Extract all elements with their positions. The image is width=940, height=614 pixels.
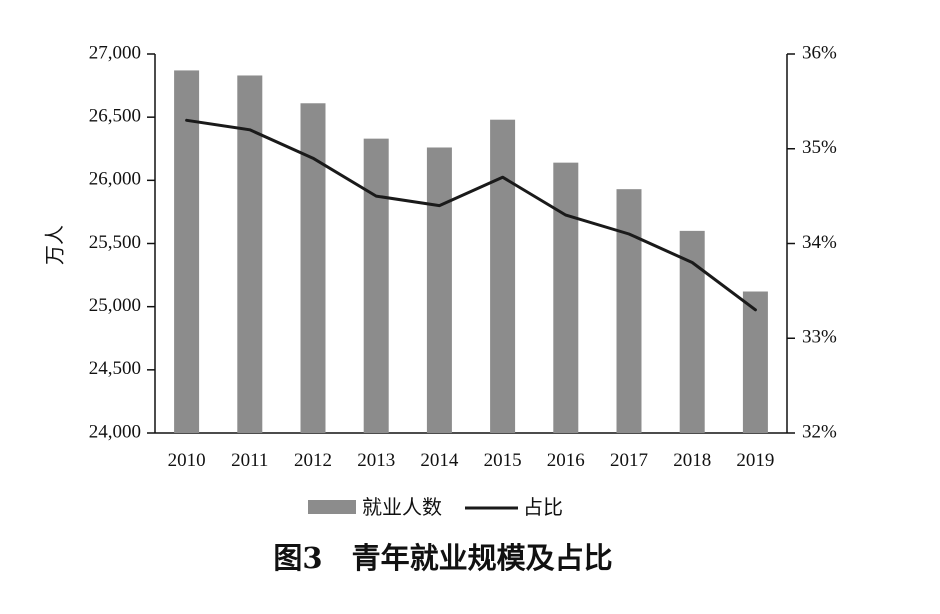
- y2-tick-label: 34%: [802, 232, 837, 253]
- y-tick-label: 24,000: [89, 421, 141, 442]
- bar: [616, 189, 642, 433]
- legend: 就业人数 占比: [308, 495, 563, 519]
- bar: [490, 119, 516, 434]
- bar: [553, 162, 579, 433]
- y-tick-label: 25,500: [89, 232, 141, 253]
- x-tick-label: 2019: [736, 450, 774, 471]
- y2-tick-label: 35%: [802, 137, 837, 158]
- bar: [174, 70, 200, 433]
- bar: [679, 230, 705, 433]
- y-tick-label: 24,500: [89, 358, 141, 379]
- legend-line-label: 占比: [523, 495, 563, 519]
- x-tick-label: 2012: [294, 450, 332, 471]
- x-tick-label: 2014: [420, 450, 459, 471]
- line-series: [185, 118, 757, 312]
- x-tick-label: 2010: [168, 450, 206, 471]
- bar: [426, 147, 452, 433]
- x-tick-label: 2011: [231, 450, 268, 471]
- x-tick-label: 2017: [610, 450, 648, 471]
- y-tick-label: 25,000: [89, 295, 141, 316]
- x-tick-label: 2013: [357, 450, 395, 471]
- x-tick-label: 2016: [547, 450, 585, 471]
- y2-tick-label: 32%: [802, 421, 837, 442]
- x-tick-label: 2018: [673, 450, 711, 471]
- y-tick-label: 26,500: [89, 106, 141, 127]
- y-axis-label: 万人: [43, 225, 67, 265]
- tick-labels: 24,000 24,500 25,000 25,500 26,000 26,500 27,0…: [89, 42, 837, 471]
- y-tick-label: 27,000: [89, 42, 141, 63]
- legend-bar-swatch: [308, 500, 356, 514]
- bar-series: [174, 70, 768, 434]
- bar: [742, 291, 768, 433]
- bar: [363, 138, 389, 434]
- y2-tick-label: 36%: [802, 42, 837, 63]
- legend-bar-label: 就业人数: [362, 495, 442, 519]
- y-tick-label: 26,000: [89, 169, 141, 190]
- line-path: [185, 118, 757, 312]
- figure-caption: 图3 青年就业规模及占比: [273, 541, 612, 575]
- y2-tick-label: 33%: [802, 327, 837, 348]
- x-tick-label: 2015: [484, 450, 522, 471]
